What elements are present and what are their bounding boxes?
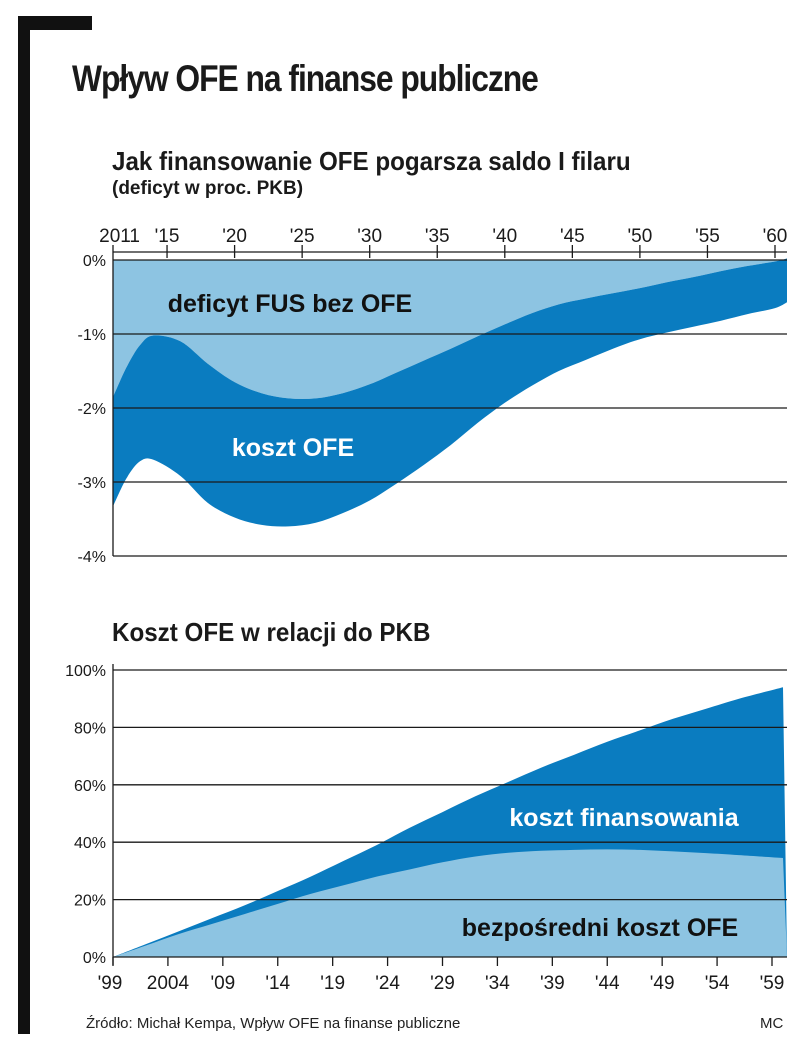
annotation-koszt-finansowania: koszt finansowania	[509, 804, 739, 832]
x-tick-label: '40	[492, 226, 517, 247]
y-tick-label: 100%	[65, 663, 106, 680]
author-credit: MC	[760, 1015, 784, 1032]
y-tick-label: 20%	[74, 893, 106, 910]
y-tick-label: 40%	[74, 835, 106, 852]
y-tick-label: -3%	[78, 475, 106, 492]
y-tick-label: 0%	[83, 950, 106, 967]
x-tick-label: '25	[290, 226, 315, 247]
chart1-subtitle: (deficyt w proc. PKB)	[112, 178, 304, 199]
page-title: Wpływ OFE na finanse publiczne	[72, 58, 539, 99]
x-tick-label: '34	[485, 973, 510, 994]
area-koszt-ofe	[113, 258, 787, 527]
x-tick-label: '59	[760, 973, 785, 994]
y-tick-label: 0%	[83, 253, 106, 270]
area-deficyt-fus	[113, 258, 787, 399]
y-tick-label: -4%	[78, 549, 106, 566]
annotation-deficyt: deficyt FUS bez OFE	[168, 290, 412, 318]
x-tick-label: '54	[705, 973, 730, 994]
x-tick-label: '14	[265, 973, 290, 994]
y-tick-label: -2%	[78, 401, 106, 418]
area-bezposredni-koszt	[113, 849, 787, 957]
x-tick-label: '24	[375, 973, 400, 994]
x-tick-label: '50	[628, 226, 653, 247]
x-tick-label: '35	[425, 226, 450, 247]
x-tick-label: 2011	[99, 226, 140, 247]
annotation-bezposredni-koszt: bezpośredni koszt OFE	[462, 914, 738, 942]
y-tick-label: 80%	[74, 720, 106, 737]
frame-corner-left	[18, 16, 30, 1034]
source-note: Źródło: Michał Kempa, Wpływ OFE na finan…	[86, 1015, 461, 1032]
x-tick-label: '39	[540, 973, 565, 994]
x-tick-label: '44	[595, 973, 620, 994]
annotation-koszt-ofe: koszt OFE	[232, 434, 354, 462]
frame-corner-top	[18, 16, 92, 30]
x-tick-label: '09	[210, 973, 235, 994]
chart2-title: Koszt OFE w relacji do PKB	[112, 617, 431, 647]
x-tick-label: '60	[763, 226, 788, 247]
x-tick-label: '30	[357, 226, 382, 247]
x-tick-label: '45	[560, 226, 585, 247]
x-tick-label: '20	[222, 226, 247, 247]
y-tick-label: 60%	[74, 778, 106, 795]
x-tick-label: '99	[98, 973, 123, 994]
x-tick-label: '49	[650, 973, 675, 994]
chart1-deficit-area: 0% -1% -2% -3% -4% 2011 '15 '20 '25 '30 '35 '40 '45 '…	[78, 226, 788, 566]
x-tick-label: '29	[430, 973, 455, 994]
x-tick-label: 2004	[147, 973, 190, 994]
chart1-title: Jak finansowanie OFE pogarsza saldo I fi…	[112, 146, 631, 176]
x-tick-label: '55	[695, 226, 720, 247]
x-tick-label: '15	[155, 226, 180, 247]
y-tick-label: -1%	[78, 327, 106, 344]
x-tick-label: '19	[320, 973, 345, 994]
